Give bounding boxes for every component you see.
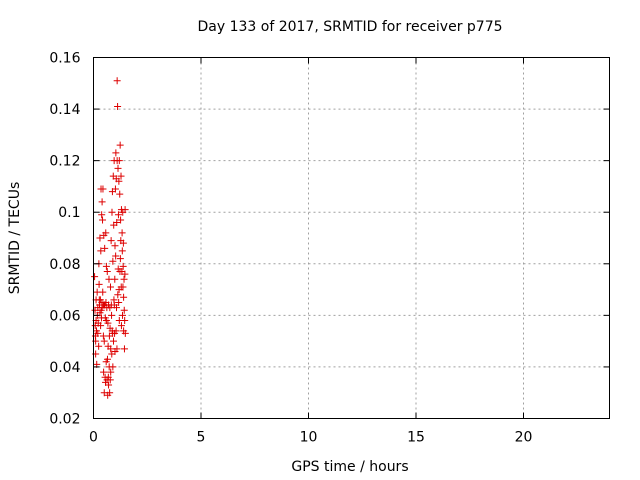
data-point	[118, 229, 126, 237]
data-point	[96, 234, 104, 242]
data-point	[105, 381, 113, 389]
x-tick-label: 15	[407, 430, 425, 446]
y-tick-label: 0.02	[49, 412, 80, 428]
data-point	[121, 329, 129, 337]
data-point	[102, 262, 110, 270]
axis-ticks	[93, 57, 610, 419]
data-point	[119, 311, 127, 319]
data-point	[119, 283, 127, 291]
data-points	[91, 77, 129, 399]
data-point	[107, 345, 115, 353]
data-point	[120, 293, 128, 301]
data-point	[118, 247, 126, 255]
data-point	[99, 185, 107, 193]
data-point	[103, 268, 111, 276]
data-point	[99, 332, 107, 340]
data-point	[114, 164, 122, 172]
data-point	[102, 229, 110, 237]
data-point	[115, 177, 123, 185]
data-point	[98, 198, 106, 206]
data-point	[112, 252, 120, 260]
data-point	[111, 242, 119, 250]
data-point	[117, 322, 125, 330]
data-point	[100, 368, 108, 376]
grid-lines	[93, 57, 610, 419]
data-point	[100, 337, 108, 345]
data-point	[111, 275, 119, 283]
y-tick-label: 0.04	[49, 360, 80, 376]
data-point	[121, 270, 129, 278]
data-point	[98, 211, 106, 219]
data-point	[117, 172, 125, 180]
data-point	[107, 237, 115, 245]
data-point	[114, 102, 122, 110]
plot-frame	[93, 57, 610, 419]
data-point	[111, 185, 119, 193]
data-point	[116, 141, 124, 149]
y-tick-label: 0.14	[49, 102, 80, 118]
data-point	[112, 149, 120, 157]
data-point	[103, 355, 111, 363]
data-point	[95, 342, 103, 350]
data-point	[91, 273, 99, 281]
data-point	[116, 190, 124, 198]
data-point	[120, 275, 128, 283]
data-point	[109, 363, 117, 371]
data-point	[104, 319, 112, 327]
y-tick-label: 0.12	[49, 154, 80, 170]
y-tick-label: 0.06	[49, 308, 80, 324]
data-point	[106, 389, 114, 397]
data-point	[106, 283, 114, 291]
y-tick-label: 0.16	[49, 51, 80, 67]
data-point	[114, 211, 122, 219]
data-point	[101, 244, 109, 252]
data-point	[114, 291, 122, 299]
data-point	[119, 262, 127, 270]
data-point	[115, 298, 123, 306]
data-point	[119, 239, 127, 247]
data-point	[113, 304, 121, 312]
x-tick-label: 0	[89, 430, 98, 446]
data-point	[121, 317, 129, 325]
data-point	[121, 206, 129, 214]
data-point	[108, 208, 116, 216]
y-axis-label: SRMTID / TECUs	[7, 182, 23, 295]
data-point	[97, 322, 105, 330]
data-point	[99, 288, 107, 296]
data-point	[120, 345, 128, 353]
data-point	[120, 306, 128, 314]
chart-title: Day 133 of 2017, SRMTID for receiver p77…	[197, 19, 502, 35]
y-tick-label: 0.1	[58, 205, 80, 221]
data-point	[115, 157, 123, 165]
y-tick-label: 0.08	[49, 257, 80, 273]
data-point	[95, 280, 103, 288]
data-point	[109, 257, 117, 265]
data-point	[99, 216, 107, 224]
x-tick-label: 10	[300, 430, 318, 446]
data-point	[107, 368, 115, 376]
data-point	[113, 77, 121, 85]
data-point	[106, 376, 114, 384]
data-point	[112, 327, 120, 335]
data-point	[108, 311, 116, 319]
data-point	[117, 216, 125, 224]
data-point	[109, 337, 117, 345]
data-point	[113, 219, 121, 227]
x-tick-labels: 0 5 10 15 20	[89, 430, 532, 446]
data-point	[116, 255, 124, 263]
x-axis-label: GPS time / hours	[291, 459, 408, 475]
data-point	[94, 329, 102, 337]
y-tick-labels: 0.02 0.04 0.06 0.08 0.1 0.12 0.14 0.16	[49, 51, 80, 428]
data-point	[97, 247, 105, 255]
x-tick-label: 5	[197, 430, 206, 446]
x-tick-label: 20	[515, 430, 533, 446]
data-point	[113, 345, 121, 353]
